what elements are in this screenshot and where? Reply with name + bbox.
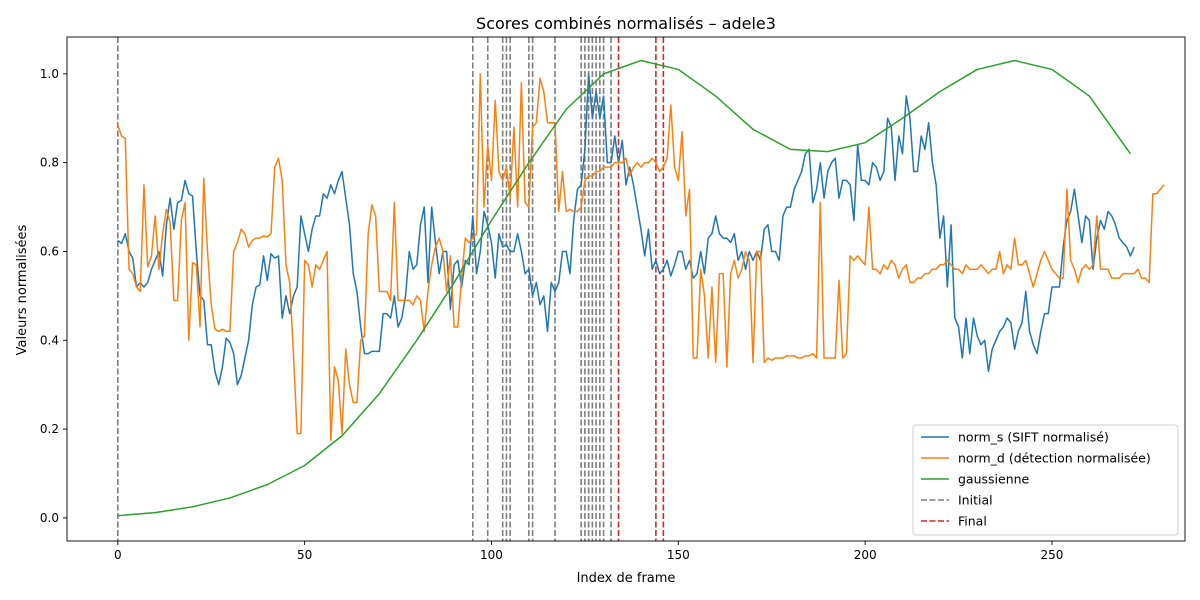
x-tick-label: 250 (1041, 548, 1064, 562)
y-tick-label: 0.8 (40, 156, 59, 170)
legend-label-initial: Initial (958, 493, 993, 508)
x-tick-label: 50 (297, 548, 312, 562)
legend-label-norm-s: norm_s (SIFT normalisé) (958, 430, 1109, 445)
x-axis: 0 50 100 150 200 250 (114, 541, 1063, 562)
legend: norm_s (SIFT normalisé) norm_d (détection… (912, 424, 1179, 536)
series-line-norm_d (117, 73, 1165, 441)
x-tick-label: 150 (667, 548, 690, 562)
y-tick-label: 0.0 (40, 511, 59, 525)
y-tick-label: 0.4 (40, 333, 59, 347)
x-axis-label: Index de frame (577, 571, 676, 586)
legend-label-final: Final (958, 514, 987, 529)
chart-title: Scores combinés normalisés – adele3 (476, 14, 776, 33)
y-tick-label: 0.6 (40, 244, 59, 258)
y-tick-label: 0.2 (40, 422, 59, 436)
legend-label-norm-d: norm_d (détection normalisée) (958, 451, 1151, 466)
series-line-norm_s (117, 73, 1135, 386)
y-tick-label: 1.0 (40, 67, 59, 81)
x-tick-label: 0 (114, 548, 122, 562)
plot-area (66, 36, 1186, 542)
plot-content (117, 37, 1165, 541)
y-axis: 0.0 0.2 0.4 0.6 0.8 1.0 (40, 67, 67, 525)
series-line-gaussienne (117, 59, 1132, 517)
y-axis-label: Valeurs normalisées (15, 224, 30, 355)
plot-frame (66, 36, 1186, 542)
x-tick-label: 200 (854, 548, 877, 562)
legend-label-gaussienne: gaussienne (958, 472, 1030, 487)
legend-box (912, 424, 1179, 536)
x-tick-label: 100 (480, 548, 503, 562)
